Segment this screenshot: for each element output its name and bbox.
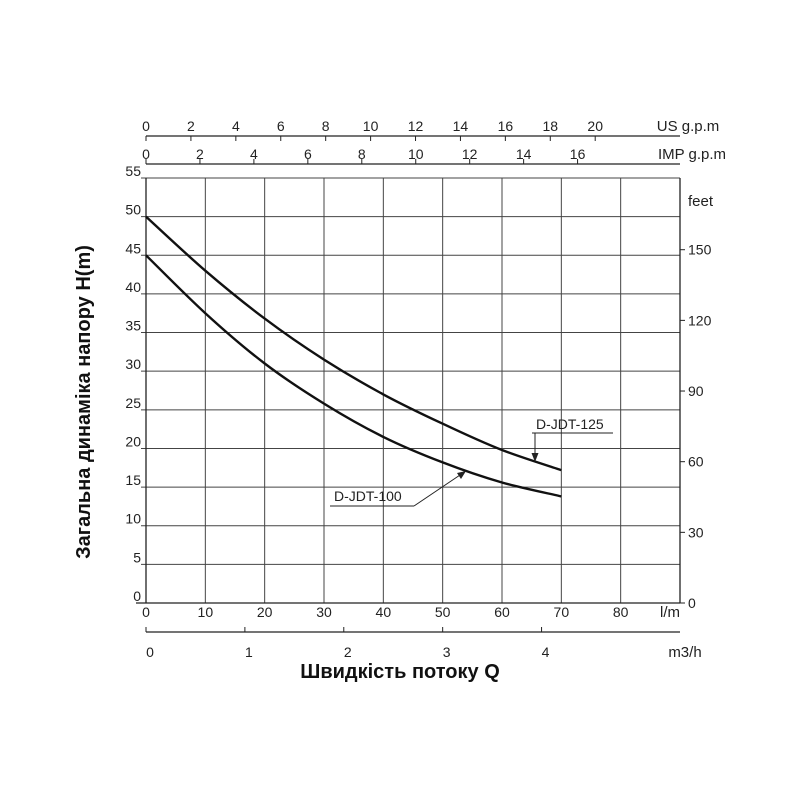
us-gpm-tick-label: 14 (453, 118, 469, 134)
m3h-unit-label: m3/h (668, 644, 701, 661)
m3h-tick-label: 4 (542, 644, 550, 660)
us-gpm-tick-label: 20 (587, 118, 603, 134)
series-labels: D-JDT-125 D-JDT-100 (330, 416, 613, 507)
imp-gpm-tick-label: 6 (304, 146, 312, 162)
x-tick-label: 20 (257, 604, 273, 620)
y-tick-label: 5 (133, 549, 141, 565)
x-tick-label: 0 (142, 604, 150, 620)
grid (141, 177, 680, 603)
series-leader-line (413, 472, 464, 507)
series-leader-arrow (457, 471, 466, 479)
axes-frame (136, 135, 685, 633)
m3h-tick-label: 3 (443, 644, 451, 660)
us-gpm-tick-label: 16 (498, 118, 514, 134)
x-tick-label: 30 (316, 604, 332, 620)
series-lines (145, 215, 562, 498)
tick-labels: 05101520253035404550550306090120150feet0… (125, 118, 726, 661)
y-tick-label: 20 (125, 433, 141, 449)
feet-tick-label: 150 (688, 242, 712, 258)
y-tick-label: 40 (125, 279, 141, 295)
series-label-text: D-JDT-100 (334, 488, 402, 504)
feet-unit-label: feet (688, 193, 714, 210)
lpm-unit-label: l/m (660, 604, 680, 621)
x-tick-label: 10 (198, 604, 214, 620)
feet-tick-label: 0 (688, 595, 696, 611)
us-gpm-tick-label: 6 (277, 118, 285, 134)
feet-tick-label: 120 (688, 312, 712, 328)
x-tick-label: 80 (613, 604, 629, 620)
series-leader-arrow (531, 453, 539, 462)
imp-gpm-tick-label: 16 (570, 146, 586, 162)
us-gpm-tick-label: 4 (232, 118, 240, 134)
series-label-text: D-JDT-125 (536, 416, 604, 432)
y-axis-title: Загальна динаміка напору H(m) (73, 245, 95, 559)
y-tick-label: 30 (125, 356, 141, 372)
us-gpm-tick-label: 2 (187, 118, 195, 134)
m3h-tick-label: 1 (245, 644, 253, 660)
y-tick-label: 15 (125, 472, 141, 488)
imp-gpm-tick-label: 14 (516, 146, 532, 162)
y-tick-label: 50 (125, 202, 141, 218)
series-line-2 (145, 254, 562, 498)
x-tick-label: 50 (435, 604, 451, 620)
y-tick-label: 45 (125, 240, 141, 256)
us-gpm-unit-label: US g.p.m (657, 118, 720, 135)
imp-gpm-tick-label: 4 (250, 146, 258, 162)
y-tick-label: 10 (125, 511, 141, 527)
imp-gpm-tick-label: 12 (462, 146, 478, 162)
us-gpm-tick-label: 8 (322, 118, 330, 134)
imp-gpm-unit-label: IMP g.p.m (658, 146, 726, 163)
x-tick-label: 60 (494, 604, 510, 620)
m3h-tick-label: 0 (146, 644, 154, 660)
imp-gpm-tick-label: 2 (196, 146, 204, 162)
us-gpm-tick-label: 10 (363, 118, 379, 134)
feet-tick-label: 60 (688, 454, 704, 470)
y-tick-label: 35 (125, 318, 141, 334)
m3h-tick-label: 2 (344, 644, 352, 660)
y-tick-label: 55 (125, 163, 141, 179)
imp-gpm-tick-label: 0 (142, 146, 150, 162)
us-gpm-tick-label: 0 (142, 118, 150, 134)
imp-gpm-tick-label: 8 (358, 146, 366, 162)
feet-tick-label: 30 (688, 524, 704, 540)
y-tick-label: 0 (133, 588, 141, 604)
imp-gpm-tick-label: 10 (408, 146, 424, 162)
feet-tick-label: 90 (688, 383, 704, 399)
x-tick-label: 40 (376, 604, 392, 620)
series-line-1 (145, 215, 562, 472)
x-tick-label: 70 (554, 604, 570, 620)
us-gpm-tick-label: 12 (408, 118, 424, 134)
x-axis-title: Швидкість потоку Q (300, 661, 500, 683)
y-tick-label: 25 (125, 395, 141, 411)
us-gpm-tick-label: 18 (542, 118, 558, 134)
